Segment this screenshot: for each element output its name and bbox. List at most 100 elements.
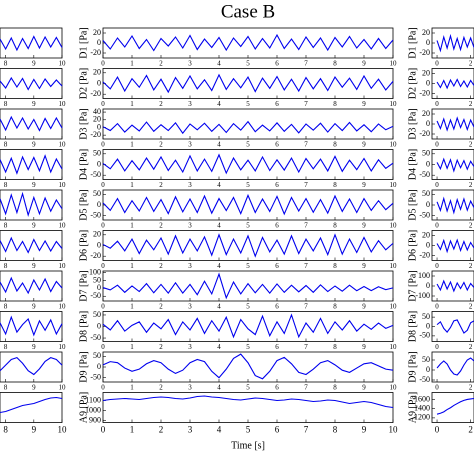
y-tick-label: 20 [422, 28, 430, 37]
x-tick-label: 2 [469, 303, 473, 311]
x-tick-label: 9 [362, 100, 366, 108]
x-tick-label: 9 [32, 262, 36, 270]
panel-frame [0, 270, 63, 302]
signal-line [436, 196, 474, 215]
y-tick-label: 900 [89, 415, 101, 424]
x-tick-label: 2 [159, 181, 163, 189]
y-tick-label: 0 [426, 159, 430, 168]
x-tick-label: 3 [188, 222, 192, 230]
y-tick-label: 0 [426, 321, 430, 330]
y-axis-label: D7 [Pa] [407, 270, 418, 301]
y-tick-label: 50 [93, 189, 101, 198]
signal-line [0, 76, 63, 91]
signal-line [436, 33, 474, 53]
x-tick-label: 8 [333, 262, 337, 270]
x-tick-label: 9 [32, 222, 36, 230]
x-tick-label: 5 [246, 222, 250, 230]
x-tick-label: 6 [275, 100, 279, 108]
x-tick-label: 1 [130, 425, 135, 435]
x-tick-label: 8 [4, 222, 8, 230]
x-tick-label: 9 [32, 303, 36, 311]
x-tick-label: 10 [59, 303, 67, 311]
panel-frame [0, 149, 63, 180]
x-tick-label: 0 [101, 384, 105, 392]
signal-line [102, 233, 394, 258]
x-tick-label: 10 [59, 141, 67, 149]
x-tick-label: 8 [3, 425, 8, 435]
y-axis-label: A9 [Pa] [78, 392, 89, 423]
x-tick-label: 1 [130, 262, 134, 270]
x-tick-label: 5 [246, 100, 250, 108]
x-tick-label: 10 [390, 100, 398, 108]
signal-line [436, 78, 474, 90]
x-tick-label: 2 [469, 141, 473, 149]
x-tick-label: 9 [362, 425, 367, 435]
x-tick-label: 10 [59, 222, 67, 230]
x-tick-label: 3 [188, 141, 192, 149]
x-tick-label: 7 [304, 343, 308, 351]
signal-line [102, 193, 394, 216]
signal-line [436, 397, 474, 415]
x-axis-label: Time [s] [231, 440, 265, 451]
x-tick-label: 6 [275, 141, 279, 149]
x-tick-label: 8 [333, 303, 337, 311]
x-tick-label: 0 [435, 181, 439, 189]
x-tick-label: 5 [246, 60, 250, 68]
signal-line [0, 396, 63, 414]
x-tick-label: 10 [390, 181, 398, 189]
x-tick-label: 9 [32, 141, 36, 149]
x-tick-label: 8 [4, 303, 8, 311]
panel-frame [102, 149, 394, 180]
y-tick-label: 0 [426, 119, 430, 128]
x-tick-label: 0 [101, 303, 105, 311]
x-tick-label: 9 [32, 343, 36, 351]
signal-line [102, 395, 394, 409]
signal-line [0, 154, 63, 175]
y-axis-label: D5 [Pa] [407, 189, 418, 220]
x-tick-label: 2 [469, 100, 473, 108]
y-axis-label: A9 [Pa] [407, 392, 418, 423]
signal-line [102, 272, 394, 300]
x-tick-label: 9 [362, 222, 366, 230]
x-tick-label: 6 [275, 181, 279, 189]
y-tick-label: -20 [419, 129, 430, 138]
y-tick-label: 50 [422, 355, 430, 364]
x-tick-label: 2 [159, 60, 163, 68]
x-tick-label: 9 [362, 303, 366, 311]
x-tick-label: 7 [304, 303, 308, 311]
y-tick-label: 50 [93, 351, 101, 360]
y-tick-label: 20 [93, 68, 101, 77]
y-tick-label: 50 [93, 149, 101, 158]
x-tick-label: 0 [435, 425, 440, 435]
x-tick-label: 8 [4, 100, 8, 108]
panel-frame [0, 230, 63, 261]
signal-line [102, 73, 394, 94]
panel-frame [102, 108, 394, 140]
x-tick-label: 2 [159, 222, 163, 230]
y-tick-label: 0 [426, 78, 430, 87]
y-tick-label: -50 [90, 170, 101, 179]
chart-title: Case B [221, 1, 275, 22]
x-tick-label: 0 [435, 222, 439, 230]
y-tick-label: -20 [419, 88, 430, 97]
x-tick-label: 7 [304, 141, 308, 149]
panel-frame [0, 189, 63, 221]
x-tick-label: 1 [130, 343, 134, 351]
y-axis-label: D8 [Pa] [78, 311, 89, 342]
panel-frame [102, 270, 394, 302]
x-tick-label: 0 [101, 425, 106, 435]
x-tick-label: 8 [333, 343, 337, 351]
x-tick-label: 8 [4, 141, 8, 149]
x-tick-label: 8 [4, 262, 8, 270]
y-axis-label: D6 [Pa] [407, 230, 418, 261]
x-tick-label: 0 [435, 141, 439, 149]
panel-frame [0, 108, 63, 140]
y-tick-label: -50 [90, 333, 101, 342]
y-tick-label: -20 [90, 48, 101, 57]
y-axis-label: D3 [Pa] [407, 108, 418, 139]
x-tick-label: 9 [362, 60, 366, 68]
x-tick-label: 3 [188, 425, 193, 435]
x-tick-label: 6 [275, 343, 279, 351]
y-tick-label: 20 [422, 109, 430, 118]
y-tick-label: 50 [422, 189, 430, 198]
